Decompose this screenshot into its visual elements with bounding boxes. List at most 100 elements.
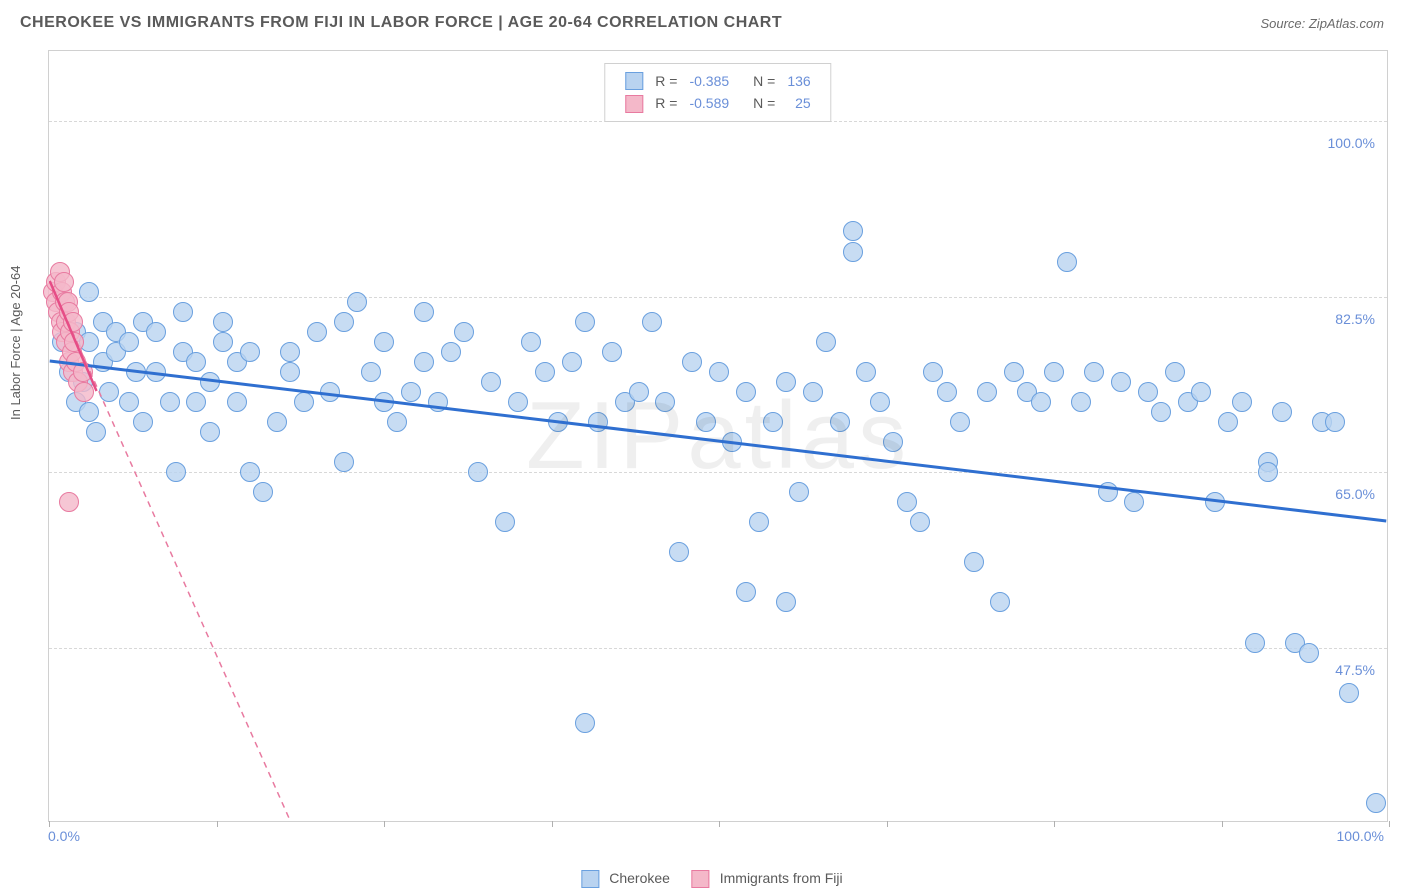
data-point <box>1232 392 1252 412</box>
data-point <box>320 382 340 402</box>
ytick-label: 82.5% <box>1335 311 1375 327</box>
data-point <box>213 332 233 352</box>
data-point <box>119 332 139 352</box>
data-point <box>454 322 474 342</box>
data-point <box>1258 462 1278 482</box>
data-point <box>629 382 649 402</box>
data-point <box>521 332 541 352</box>
xtick <box>49 821 50 827</box>
scatter-plot: ZIPatlas R = -0.385 N = 136 R = -0.589 N… <box>48 50 1388 822</box>
data-point <box>79 282 99 302</box>
legend-swatch-cherokee <box>625 72 643 90</box>
data-point <box>696 412 716 432</box>
data-point <box>374 392 394 412</box>
data-point <box>1124 492 1144 512</box>
data-point <box>428 392 448 412</box>
legend-n-value-1: 136 <box>781 70 816 92</box>
data-point <box>776 372 796 392</box>
data-point <box>870 392 890 412</box>
data-point <box>334 312 354 332</box>
data-point <box>160 392 180 412</box>
data-point <box>776 592 796 612</box>
legend-n-value-2: 25 <box>781 92 816 114</box>
xtick <box>719 821 720 827</box>
data-point <box>146 322 166 342</box>
data-point <box>856 362 876 382</box>
data-point <box>669 542 689 562</box>
data-point <box>294 392 314 412</box>
data-point <box>575 713 595 733</box>
chart-header: CHEROKEE VS IMMIGRANTS FROM FIJI IN LABO… <box>0 0 1406 48</box>
data-point <box>227 392 247 412</box>
data-point <box>146 362 166 382</box>
gridline <box>49 297 1387 298</box>
data-point <box>1339 683 1359 703</box>
data-point <box>73 362 93 382</box>
data-point <box>990 592 1010 612</box>
chart-title: CHEROKEE VS IMMIGRANTS FROM FIJI IN LABO… <box>20 14 782 31</box>
data-point <box>1071 392 1091 412</box>
chart-source: Source: ZipAtlas.com <box>1260 16 1384 31</box>
data-point <box>602 342 622 362</box>
data-point <box>173 302 193 322</box>
data-point <box>562 352 582 372</box>
gridline <box>49 648 1387 649</box>
data-point <box>186 352 206 372</box>
data-point <box>964 552 984 572</box>
data-point <box>816 332 836 352</box>
data-point <box>923 362 943 382</box>
data-point <box>655 392 675 412</box>
data-point <box>682 352 702 372</box>
data-point <box>414 352 434 372</box>
data-point <box>843 221 863 241</box>
legend-r-value-2: -0.589 <box>683 92 735 114</box>
data-point <box>1205 492 1225 512</box>
xtick <box>887 821 888 827</box>
data-point <box>200 372 220 392</box>
trend-lines-svg <box>49 51 1387 821</box>
data-point <box>79 402 99 422</box>
data-point <box>548 412 568 432</box>
data-point <box>763 412 783 432</box>
data-point <box>950 412 970 432</box>
data-point <box>86 422 106 442</box>
data-point <box>63 312 83 332</box>
series-legend: Cherokee Immigrants from Fiji <box>563 870 842 888</box>
xtick <box>552 821 553 827</box>
xtick <box>1389 821 1390 827</box>
data-point <box>1245 633 1265 653</box>
data-point <box>200 422 220 442</box>
data-point <box>133 412 153 432</box>
data-point <box>401 382 421 402</box>
data-point <box>361 362 381 382</box>
data-point <box>508 392 528 412</box>
data-point <box>642 312 662 332</box>
legend-bottom-swatch-fiji <box>692 870 710 888</box>
data-point <box>119 392 139 412</box>
legend-bottom-swatch-cherokee <box>581 870 599 888</box>
legend-r-label: R = <box>649 70 683 92</box>
data-point <box>1138 382 1158 402</box>
data-point <box>588 412 608 432</box>
data-point <box>414 302 434 322</box>
data-point <box>1191 382 1211 402</box>
data-point <box>253 482 273 502</box>
data-point <box>59 492 79 512</box>
data-point <box>74 382 94 402</box>
data-point <box>1031 392 1051 412</box>
ytick-label: 65.0% <box>1335 486 1375 502</box>
data-point <box>334 452 354 472</box>
data-point <box>883 432 903 452</box>
data-point <box>803 382 823 402</box>
data-point <box>1272 402 1292 422</box>
data-point <box>1218 412 1238 432</box>
data-point <box>977 382 997 402</box>
legend-bottom-label-2: Immigrants from Fiji <box>720 870 843 886</box>
data-point <box>267 412 287 432</box>
data-point <box>64 332 84 352</box>
xtick <box>217 821 218 827</box>
data-point <box>166 462 186 482</box>
data-point <box>535 362 555 382</box>
data-point <box>1084 362 1104 382</box>
data-point <box>1325 412 1345 432</box>
